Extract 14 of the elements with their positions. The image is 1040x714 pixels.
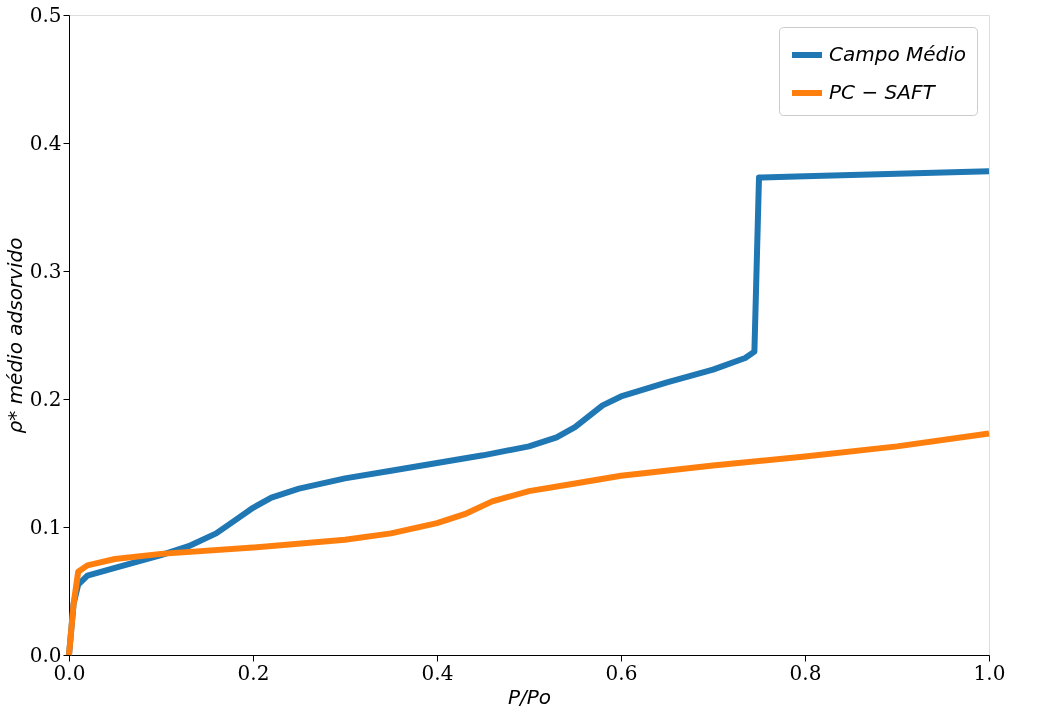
y-tick-label: 0.2 xyxy=(29,386,62,411)
y-tick-label: 0.3 xyxy=(29,258,62,283)
x-tick-label: 1.0 xyxy=(973,660,1006,685)
x-tick-label: 0.4 xyxy=(421,660,454,685)
x-tick-label: 0.6 xyxy=(605,660,638,685)
y-tick-label: 0.4 xyxy=(29,130,62,155)
legend-label: PC − SAFT xyxy=(829,80,937,104)
x-axis-title: P/Po xyxy=(507,684,552,709)
legend-label: Campo Médio xyxy=(829,42,967,66)
y-tick-label: 0.1 xyxy=(29,514,62,539)
x-tick-label: 0.8 xyxy=(789,660,822,685)
x-tick-label: 0.2 xyxy=(237,660,270,685)
y-axis-title: ρ* médio adsorvido xyxy=(2,237,27,434)
y-tick-label: 0.5 xyxy=(29,2,62,27)
